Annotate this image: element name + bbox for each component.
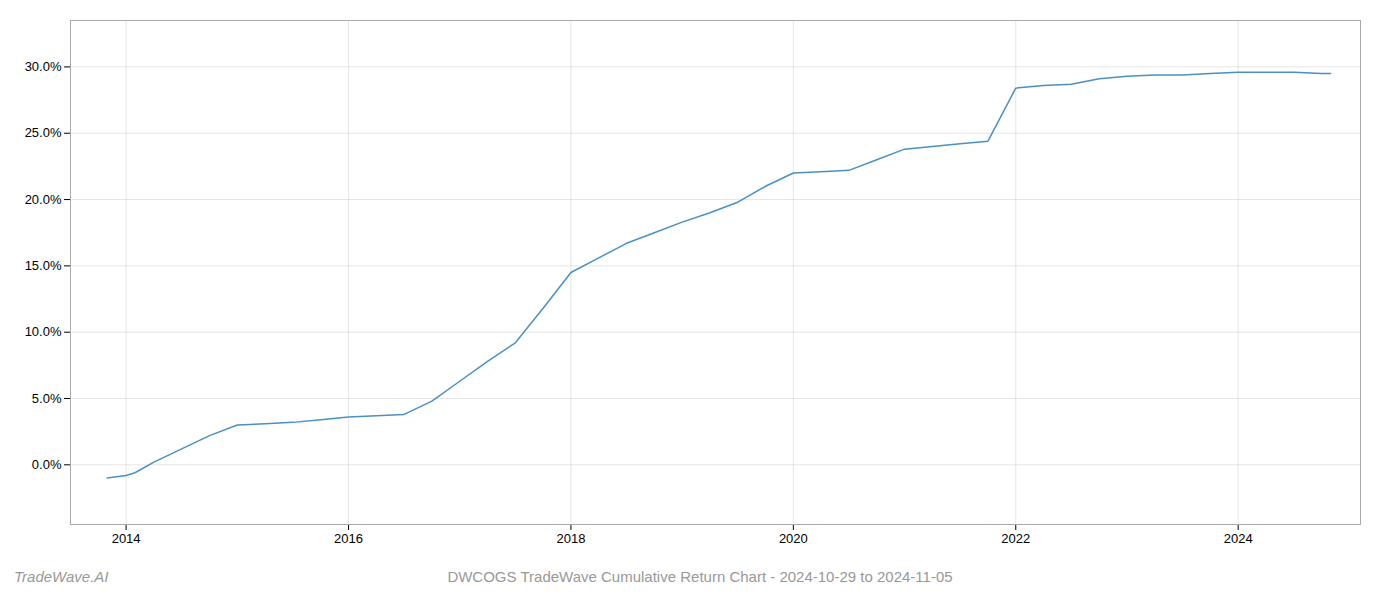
svg-text:10.0%: 10.0%	[25, 324, 62, 339]
svg-text:2016: 2016	[334, 531, 363, 546]
svg-text:20.0%: 20.0%	[25, 192, 62, 207]
svg-text:0.0%: 0.0%	[32, 457, 62, 472]
svg-text:2020: 2020	[779, 531, 808, 546]
svg-text:2014: 2014	[112, 531, 141, 546]
svg-text:30.0%: 30.0%	[25, 59, 62, 74]
html-text:TradeWave.AI: TradeWave.AI	[14, 568, 109, 585]
svg-text:25.0%: 25.0%	[25, 125, 62, 140]
svg-text:2022: 2022	[1001, 531, 1030, 546]
svg-text:2018: 2018	[556, 531, 585, 546]
svg-text:2024: 2024	[1224, 531, 1253, 546]
html-text:DWCOGS TradeWave Cumulative Re: DWCOGS TradeWave Cumulative Return Chart…	[447, 568, 953, 585]
svg-text:5.0%: 5.0%	[32, 391, 62, 406]
svg-text:15.0%: 15.0%	[25, 258, 62, 273]
